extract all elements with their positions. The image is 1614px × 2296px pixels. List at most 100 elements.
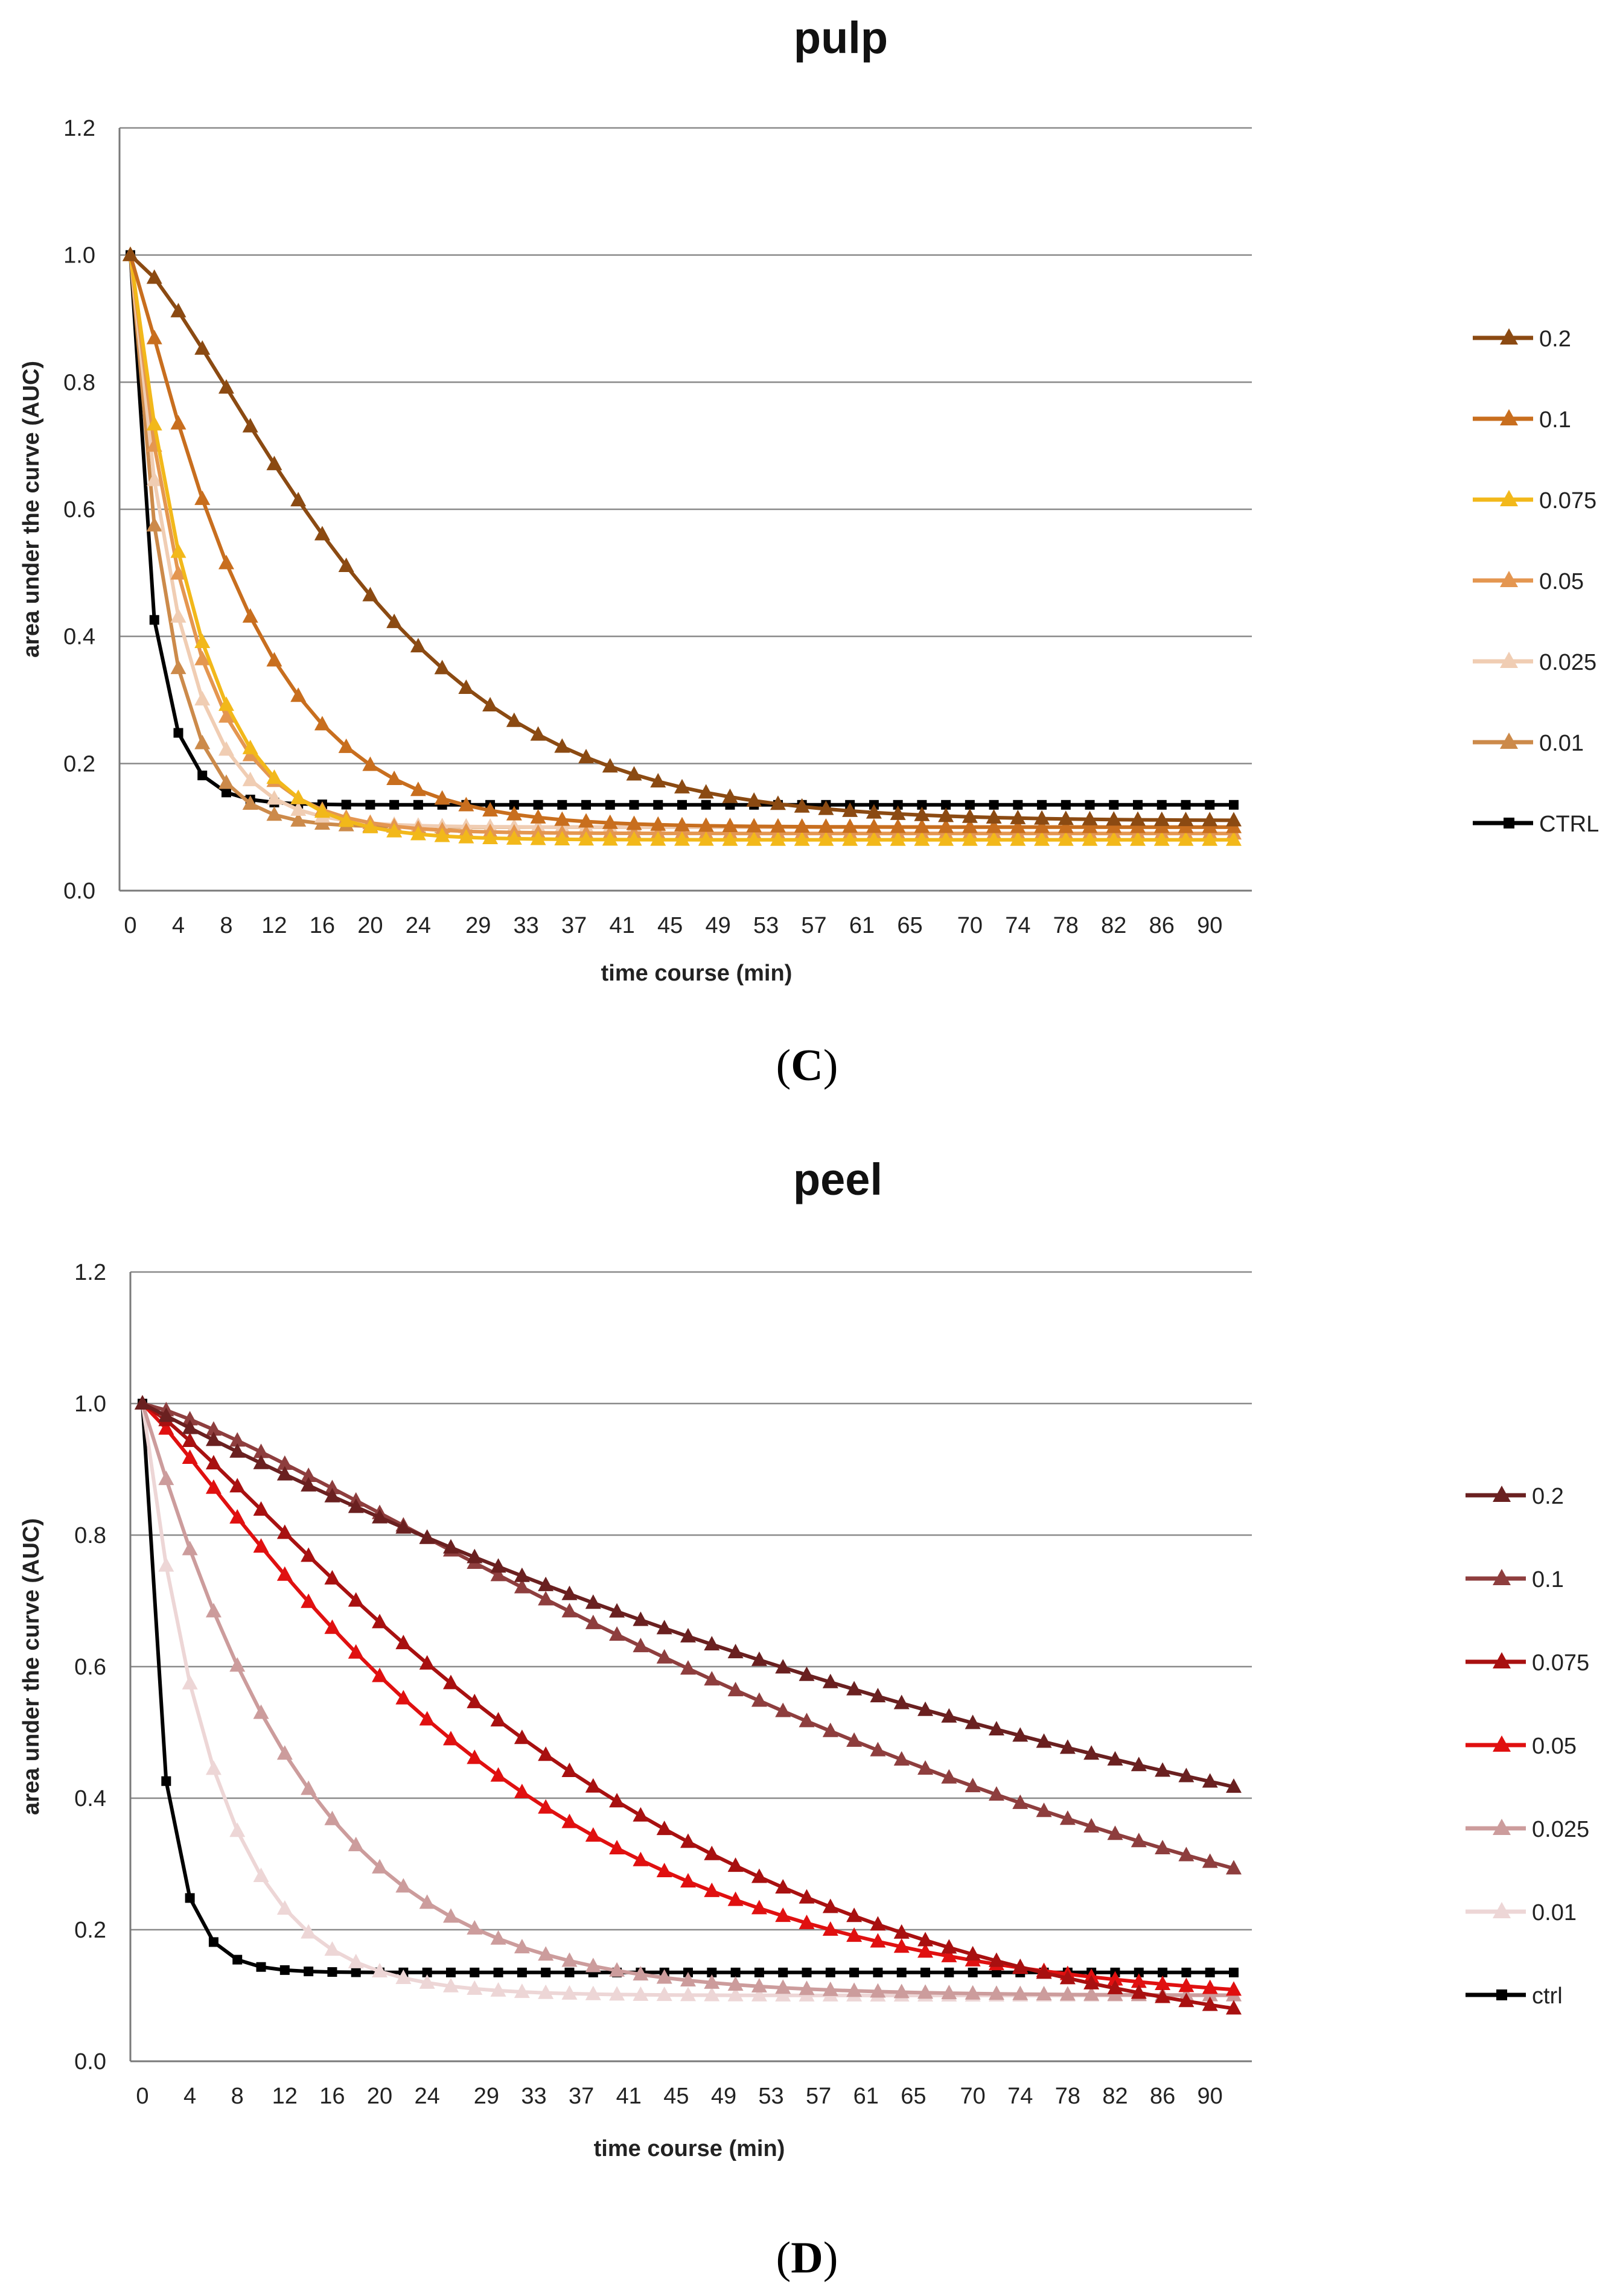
data-point — [677, 800, 687, 810]
data-point — [362, 587, 378, 602]
data-point — [842, 831, 858, 846]
data-point — [1131, 1757, 1147, 1772]
data-point — [988, 1786, 1004, 1801]
data-point — [866, 818, 882, 833]
data-point — [514, 1579, 530, 1594]
data-point — [986, 818, 1002, 833]
data-point — [372, 1667, 388, 1682]
data-point — [290, 492, 307, 507]
legend-item: 0.05 — [1473, 569, 1584, 594]
data-point — [633, 1638, 649, 1653]
data-point — [941, 800, 951, 810]
legend-label: 0.025 — [1532, 1817, 1589, 1842]
data-point — [722, 831, 738, 846]
data-point — [442, 1539, 459, 1554]
data-point — [170, 415, 187, 430]
data-point — [1202, 812, 1218, 827]
data-point — [1130, 831, 1146, 846]
data-point — [633, 1807, 649, 1822]
data-point — [338, 812, 354, 827]
data-point — [146, 329, 162, 345]
legend-label: 0.075 — [1539, 488, 1596, 514]
data-point — [170, 608, 187, 623]
data-point — [1130, 818, 1146, 833]
data-point — [561, 1985, 578, 2000]
data-point — [941, 1939, 957, 1954]
data-point — [1229, 1967, 1239, 1977]
data-point — [395, 1969, 412, 1984]
legend-item: CTRL — [1473, 812, 1599, 837]
data-point — [802, 1967, 812, 1977]
series-group — [123, 246, 1242, 846]
data-point — [290, 789, 307, 804]
data-point — [917, 1701, 934, 1716]
data-point — [794, 818, 810, 833]
data-point — [1013, 800, 1023, 810]
data-point — [482, 802, 499, 817]
data-point — [218, 708, 234, 723]
data-point — [514, 1983, 530, 1999]
data-point — [629, 800, 639, 810]
data-point — [656, 1863, 672, 1878]
data-point — [1059, 1810, 1076, 1825]
series-line — [129, 255, 1234, 836]
data-point — [890, 805, 906, 820]
data-point — [324, 1480, 340, 1495]
data-point — [554, 738, 570, 753]
data-point — [794, 831, 810, 846]
y-tick-label: 0.8 — [74, 1523, 106, 1548]
legend-item: 0.075 — [1473, 488, 1596, 514]
data-point — [944, 1967, 954, 1977]
data-point — [1012, 1794, 1029, 1809]
data-point — [751, 1692, 767, 1707]
data-point — [205, 1431, 222, 1446]
legend: 0.2 0.1 0.075 0.05 0.025 0.01 ctrl — [1466, 1484, 1589, 2009]
x-tick-label: 8 — [231, 2084, 244, 2109]
x-tick-label: 82 — [1102, 2084, 1128, 2109]
x-tick-label: 45 — [663, 2084, 689, 2109]
data-point — [482, 696, 499, 711]
data-point — [1034, 810, 1050, 825]
data-point — [410, 825, 426, 841]
data-point — [561, 1952, 578, 1967]
y-axis-label: area under the curve (AUC) — [19, 1518, 44, 1815]
data-point — [1059, 1986, 1076, 2001]
panel-letter: C — [791, 1041, 823, 1090]
data-point — [866, 804, 882, 819]
data-point — [538, 1984, 554, 1999]
data-point — [194, 734, 211, 749]
data-point — [1083, 1817, 1100, 1833]
chart-peel: peel 0.0 0.2 0.4 0.6 0.8 1.0 1.2 0 4 8 12 16 20 24 29… — [19, 1154, 1589, 2283]
x-tick-label: 29 — [465, 913, 491, 938]
data-point — [626, 831, 642, 846]
data-point — [1036, 1802, 1052, 1817]
data-point — [538, 1746, 554, 1761]
data-point — [389, 800, 400, 810]
legend-label: 0.2 — [1539, 326, 1571, 352]
data-point — [146, 269, 162, 284]
data-point — [229, 1443, 246, 1458]
data-point — [775, 1659, 791, 1674]
data-point — [229, 1822, 246, 1837]
x-tick-labels: 0 4 8 12 16 20 24 29 33 37 41 45 49 53 57 61 65 70 74 78 82 8… — [136, 2084, 1222, 2109]
legend-marker — [1500, 571, 1518, 587]
data-point — [1059, 1739, 1076, 1754]
data-point — [514, 1783, 530, 1798]
data-point — [229, 1432, 246, 1447]
data-point — [581, 800, 592, 810]
x-tick-label: 90 — [1198, 2084, 1223, 2109]
data-point — [327, 1967, 337, 1977]
data-point — [253, 1501, 269, 1516]
data-point — [1178, 1846, 1195, 1862]
data-point — [1083, 1974, 1100, 1989]
legend-label: CTRL — [1539, 812, 1599, 837]
data-point — [324, 1810, 340, 1825]
data-point — [674, 816, 690, 832]
data-point — [490, 1712, 506, 1727]
data-point — [324, 1619, 340, 1634]
series-line — [129, 255, 1234, 829]
data-point — [182, 1449, 198, 1464]
data-point — [182, 1433, 198, 1448]
data-point — [253, 1454, 269, 1469]
data-point — [775, 1878, 791, 1894]
